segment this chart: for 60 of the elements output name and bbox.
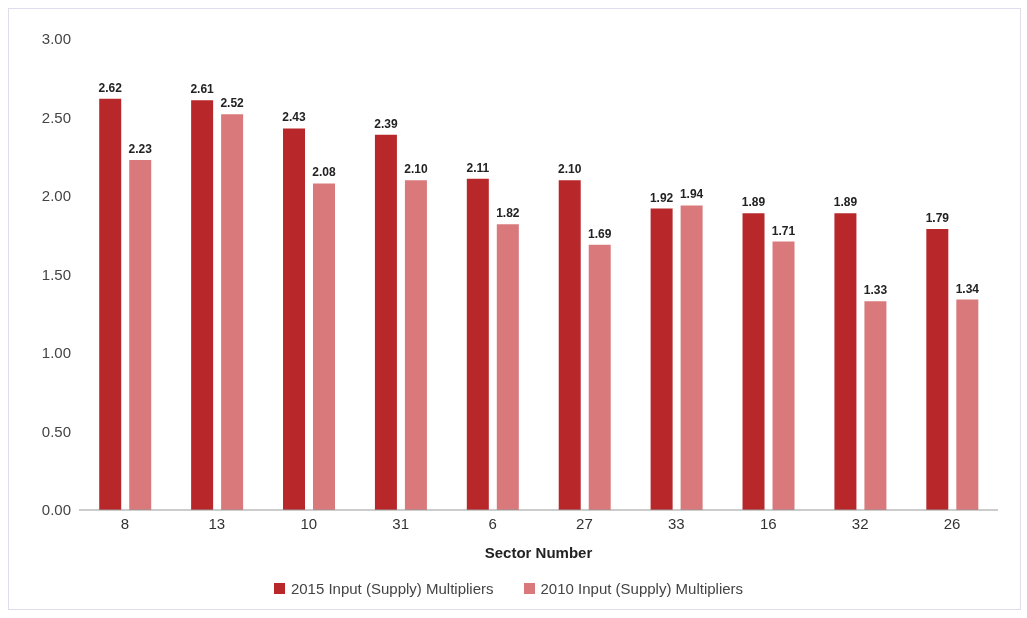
bar [864, 301, 887, 510]
bar [926, 228, 949, 510]
bar [129, 159, 152, 510]
data-label: 2.11 [466, 160, 490, 175]
bar [466, 178, 489, 510]
bar [313, 183, 336, 510]
bar [99, 98, 122, 510]
data-label: 1.92 [649, 190, 674, 205]
data-label: 2.43 [282, 110, 307, 125]
x-tick-label: 31 [392, 514, 409, 532]
data-label: 2.39 [374, 116, 398, 131]
data-label: 1.71 [771, 223, 796, 238]
data-label: 1.94 [679, 187, 704, 202]
x-tick-label: 6 [488, 514, 497, 532]
x-tick-label: 13 [208, 514, 226, 532]
x-tick-label: 8 [120, 514, 130, 532]
data-label: 1.34 [955, 281, 980, 296]
data-label: 1.69 [588, 226, 612, 241]
x-tick-label: 33 [668, 514, 685, 532]
bar [404, 180, 427, 510]
bar [588, 244, 611, 510]
x-tick-label: 32 [851, 514, 869, 532]
x-tick-label: 10 [300, 514, 318, 532]
data-label: 2.61 [190, 82, 215, 97]
data-label: 2.10 [404, 162, 428, 177]
x-tick-label: 16 [759, 514, 777, 532]
data-label: 2.08 [312, 165, 337, 180]
data-label: 2.10 [558, 162, 582, 177]
legend-label: 2010 Input (Supply) Multipliers [539, 580, 744, 597]
bar [283, 128, 306, 510]
x-axis-title: Sector Number [484, 544, 593, 561]
bar [956, 299, 979, 510]
data-label: 1.82 [496, 206, 520, 221]
bar [650, 208, 673, 510]
data-label: 1.79 [925, 210, 950, 225]
bar [374, 134, 397, 510]
legend-label: 2015 Input (Supply) Multipliers [289, 580, 494, 597]
data-label: 1.33 [863, 283, 888, 298]
bar [221, 114, 244, 510]
bar [772, 241, 795, 510]
bar [742, 213, 765, 510]
x-tick-label: 26 [943, 514, 961, 532]
data-label: 2.62 [98, 80, 123, 95]
y-tick-label: 0.00 [41, 501, 71, 519]
data-label: 2.23 [128, 141, 153, 156]
y-tick-label: 1.50 [41, 265, 71, 283]
bar [496, 224, 519, 510]
bar [680, 205, 703, 510]
bar [834, 213, 857, 510]
x-tick-label: 27 [576, 514, 593, 532]
bar [191, 100, 214, 510]
data-label: 1.89 [741, 195, 766, 210]
y-tick-label: 2.00 [41, 187, 71, 205]
data-label: 2.52 [220, 96, 245, 111]
y-tick-label: 3.00 [41, 30, 71, 48]
y-tick-label: 1.00 [41, 344, 71, 362]
bar [558, 180, 581, 510]
y-tick-label: 0.50 [41, 422, 71, 440]
data-label: 1.89 [833, 195, 858, 210]
y-tick-label: 2.50 [41, 108, 71, 126]
